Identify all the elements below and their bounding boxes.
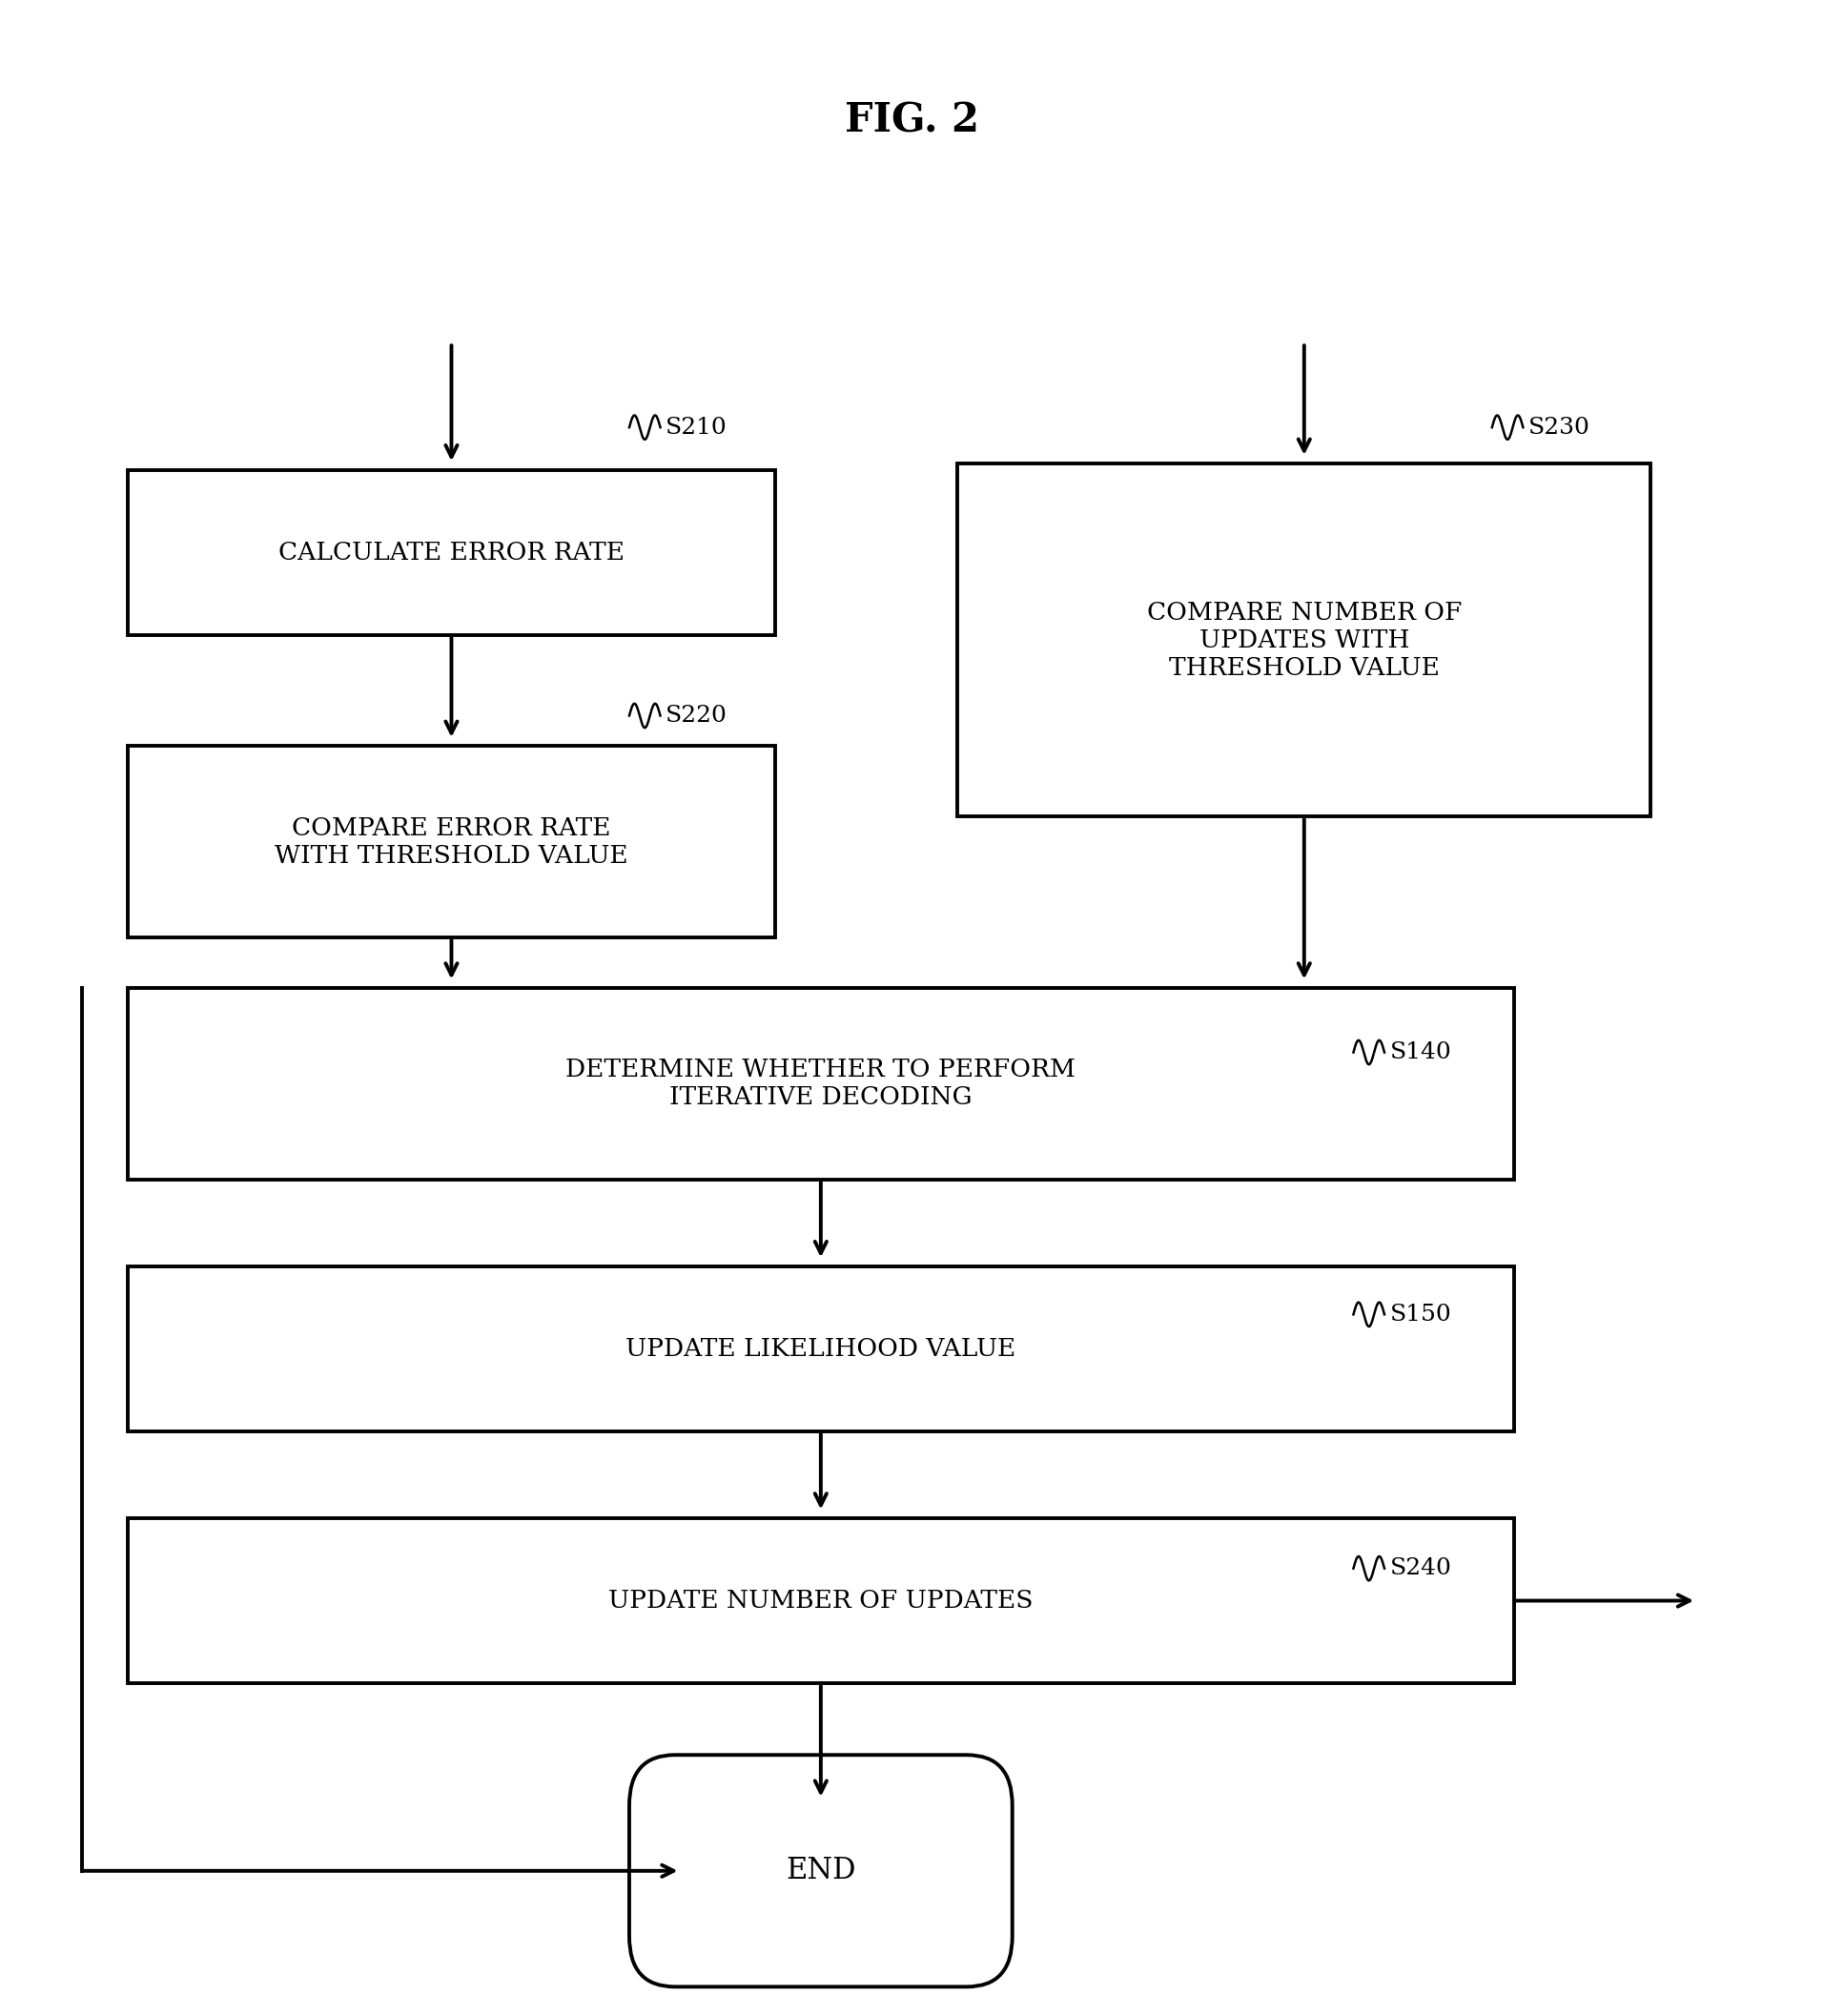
Text: FIG. 2: FIG. 2 [845,101,979,141]
Text: COMPARE ERROR RATE
WITH THRESHOLD VALUE: COMPARE ERROR RATE WITH THRESHOLD VALUE [275,816,627,867]
Text: DETERMINE WHETHER TO PERFORM
ITERATIVE DECODING: DETERMINE WHETHER TO PERFORM ITERATIVE D… [565,1058,1076,1109]
Text: S220: S220 [666,706,728,726]
Text: S140: S140 [1390,1042,1452,1062]
Text: S240: S240 [1390,1558,1452,1579]
Text: S150: S150 [1390,1304,1452,1325]
Text: S210: S210 [666,417,728,437]
Text: COMPARE NUMBER OF
UPDATES WITH
THRESHOLD VALUE: COMPARE NUMBER OF UPDATES WITH THRESHOLD… [1147,601,1461,679]
FancyBboxPatch shape [128,1266,1514,1431]
Text: CALCULATE ERROR RATE: CALCULATE ERROR RATE [279,540,624,564]
Text: UPDATE NUMBER OF UPDATES: UPDATE NUMBER OF UPDATES [609,1589,1032,1613]
FancyBboxPatch shape [128,1518,1514,1683]
FancyBboxPatch shape [128,470,775,635]
FancyBboxPatch shape [958,464,1651,816]
FancyBboxPatch shape [629,1754,1012,1988]
FancyBboxPatch shape [128,988,1514,1179]
FancyBboxPatch shape [128,746,775,937]
Text: END: END [786,1857,855,1885]
Text: UPDATE LIKELIHOOD VALUE: UPDATE LIKELIHOOD VALUE [626,1337,1016,1361]
Text: S230: S230 [1529,417,1591,437]
